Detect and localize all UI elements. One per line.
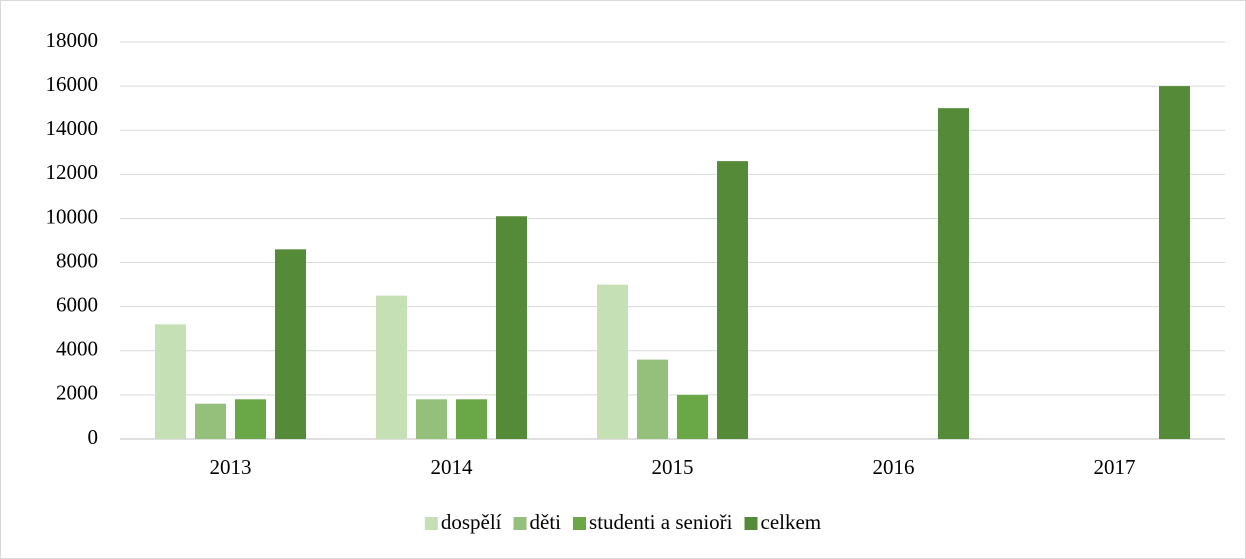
legend-label: studenti a senioři: [589, 510, 733, 534]
bar: [717, 161, 748, 439]
legend-label: celkem: [761, 510, 822, 534]
y-tick-label: 2000: [56, 381, 98, 405]
legend-swatch: [424, 517, 438, 530]
bar: [235, 399, 266, 439]
x-tick-label: 2016: [873, 455, 915, 479]
x-tick-label: 2017: [1094, 455, 1136, 479]
bar: [155, 324, 186, 439]
x-tick-label: 2013: [210, 455, 252, 479]
bar: [195, 403, 226, 439]
y-tick-label: 0: [88, 425, 99, 449]
bar: [637, 359, 668, 439]
legend-swatch: [744, 517, 758, 530]
y-tick-label: 16000: [46, 72, 99, 96]
y-tick-label: 6000: [56, 292, 98, 316]
bar: [938, 108, 969, 440]
x-tick-label: 2015: [652, 455, 694, 479]
bar: [456, 399, 487, 439]
y-tick-label: 10000: [46, 204, 99, 228]
legend-label: dospělí: [441, 510, 502, 534]
y-tick-label: 14000: [46, 116, 99, 140]
bar: [275, 249, 306, 439]
y-tick-label: 8000: [56, 248, 98, 272]
y-tick-label: 12000: [46, 160, 99, 184]
x-tick-label: 2014: [431, 455, 474, 479]
legend-label: děti: [530, 510, 562, 534]
legend-swatch: [573, 517, 587, 530]
bar: [677, 394, 708, 439]
legend-swatch: [513, 517, 527, 530]
bar: [496, 216, 527, 439]
bar: [1159, 86, 1190, 439]
bar: [597, 284, 628, 439]
bar: [416, 399, 447, 439]
y-tick-label: 18000: [46, 28, 99, 52]
y-tick-label: 4000: [56, 337, 98, 361]
bar: [376, 295, 407, 439]
